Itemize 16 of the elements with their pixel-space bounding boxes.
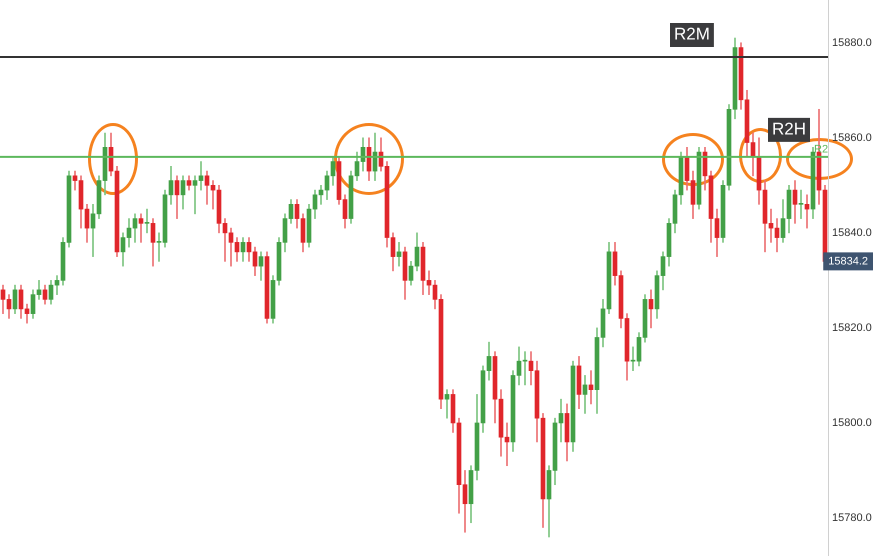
y-tick-label: 15800.0 — [832, 416, 872, 429]
candlestick — [804, 194, 810, 228]
y-tick-label: 15860.0 — [832, 132, 872, 144]
candlestick — [396, 242, 402, 266]
candlestick — [144, 208, 150, 234]
candlestick — [798, 190, 804, 219]
candlestick — [588, 370, 594, 404]
ref-line-label: R2M — [674, 24, 710, 44]
y-tick-label: 15780.0 — [832, 512, 872, 524]
y-tick-label: 15840.0 — [832, 226, 872, 239]
candlestick — [138, 214, 144, 243]
text: 15834.2 — [828, 255, 868, 268]
ref-line-label: R2H — [772, 120, 806, 139]
y-tick-label: 15820.0 — [832, 322, 872, 334]
y-tick-label: 15880.0 — [832, 36, 872, 49]
candlestick — [444, 389, 450, 419]
